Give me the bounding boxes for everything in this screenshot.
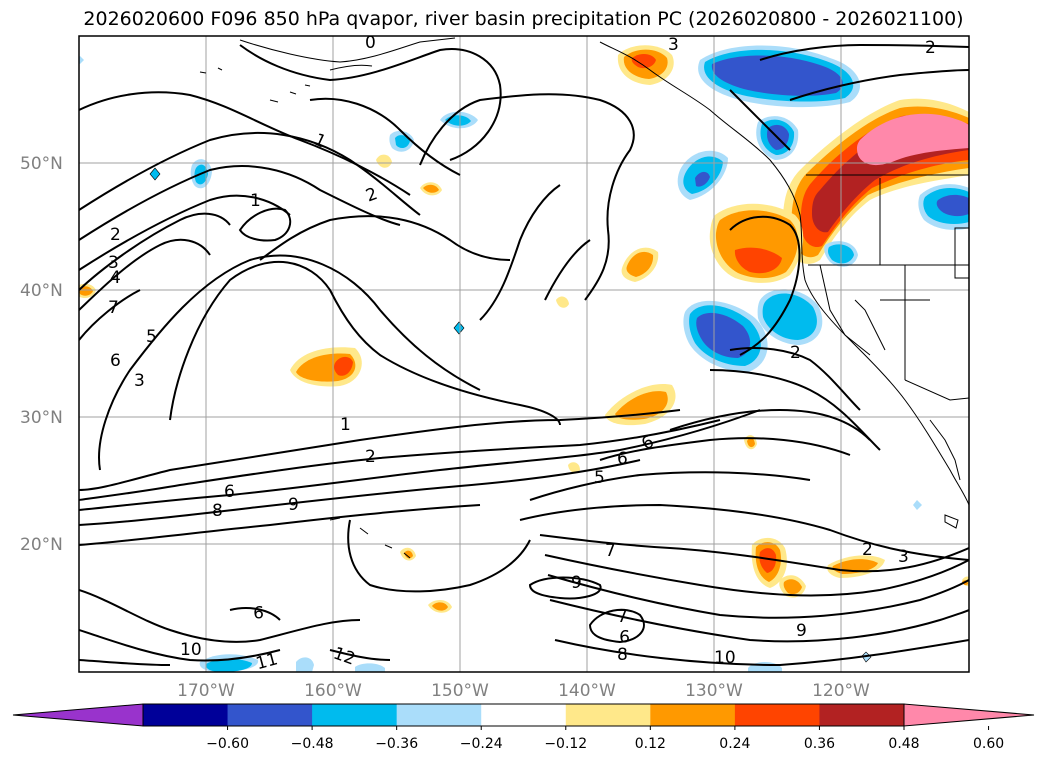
contour-label: 9 [253,601,264,621]
colorbar-tick-label: −0.36 [375,736,418,752]
contour-labels: 0 1 1 1 2 2 2 2 2 2 3 3 3 3 4 5 5 6 6 6 … [108,33,936,674]
colorbar-segment [312,704,398,726]
contour-label: 2 [862,540,873,560]
colorbar-segment [650,704,736,726]
coastlines [199,37,969,559]
lat-label-20n: 20°N [20,535,63,555]
latitude-labels: 50°N 40°N 30°N 20°N [20,154,63,555]
contour-label: 10 [714,648,736,668]
lon-label-170w: 170°W [177,681,235,701]
map-title: 2026020600 F096 850 hPa qvapor, river ba… [83,8,964,30]
lon-label-160w: 160°W [304,681,362,701]
contour-label: 9 [288,495,299,515]
colorbar-tick-label: −0.12 [544,736,587,752]
contour-label: 7 [108,298,119,318]
colorbar-segment [227,704,313,726]
contour-label: 6 [224,482,235,502]
lon-label-120w: 120°W [812,681,870,701]
colorbar-extend-min [12,703,144,727]
colorbar-tick-label: 0.48 [888,736,919,752]
colorbar: −0.60 −0.48 −0.36 −0.24 −0.12 0.12 0.24 0.36 0.4… [12,703,1035,752]
contour-label: 2 [790,343,801,363]
contour-label: 7 [605,541,616,561]
colorbar-tick-label: 0.24 [719,736,750,752]
contour-label: 11 [254,649,280,674]
lat-label-40n: 40°N [20,281,63,301]
longitude-labels: 170°W 160°W 150°W 140°W 130°W 120°W [177,681,870,701]
colorbar-segment [734,704,820,726]
contour-label: 5 [146,327,157,347]
colorbar-tick-label: 0.12 [635,736,666,752]
qvapor-contours [79,43,969,667]
colorbar-frame [142,703,905,727]
precip-shading [79,45,969,672]
contour-label: 0 [365,33,376,53]
colorbar-segment [143,704,229,726]
colorbar-tick-label: −0.60 [206,736,249,752]
colorbar-segment [481,704,567,726]
contour-label: 5 [594,468,605,488]
contour-label: 1 [340,415,351,435]
contour-label: 2 [925,38,936,58]
colorbar-tick-label: −0.48 [291,736,334,752]
contour-label: 10 [180,640,202,660]
contour-label: 4 [110,268,121,288]
colorbar-tick-label: 0.36 [804,736,835,752]
lon-label-150w: 150°W [431,681,489,701]
colorbar-tick-label: −0.24 [460,736,503,752]
contour-label: 3 [108,253,119,273]
contour-label: 6 [617,449,628,469]
contour-label: 2 [365,447,376,467]
lon-label-130w: 130°W [685,681,743,701]
colorbar-segment [396,704,482,726]
contour-label: 9 [619,625,630,645]
contour-label: 1 [250,191,261,211]
contour-label: 9 [571,573,582,593]
colorbar-segment [819,704,905,726]
colorbar-segment [565,704,651,726]
map-frame [78,35,970,673]
contour-label: 3 [668,35,679,55]
shade-pink-bc [856,113,969,166]
contour-label: 3 [898,547,909,567]
colorbar-tick-label: 0.60 [973,736,1004,752]
contour-label: 3 [134,371,145,391]
contour-label: 8 [212,501,223,521]
graticule [79,36,969,672]
contour-label: 6 [110,351,121,371]
contour-label: 7 [617,607,628,627]
colorbar-extend-max [903,703,1035,727]
contour-label: 2 [110,225,121,245]
lon-label-140w: 140°W [558,681,616,701]
contour-label: 9 [796,621,807,641]
contour-label: 8 [617,645,628,665]
lat-label-50n: 50°N [20,154,63,174]
lat-label-30n: 30°N [20,408,63,428]
